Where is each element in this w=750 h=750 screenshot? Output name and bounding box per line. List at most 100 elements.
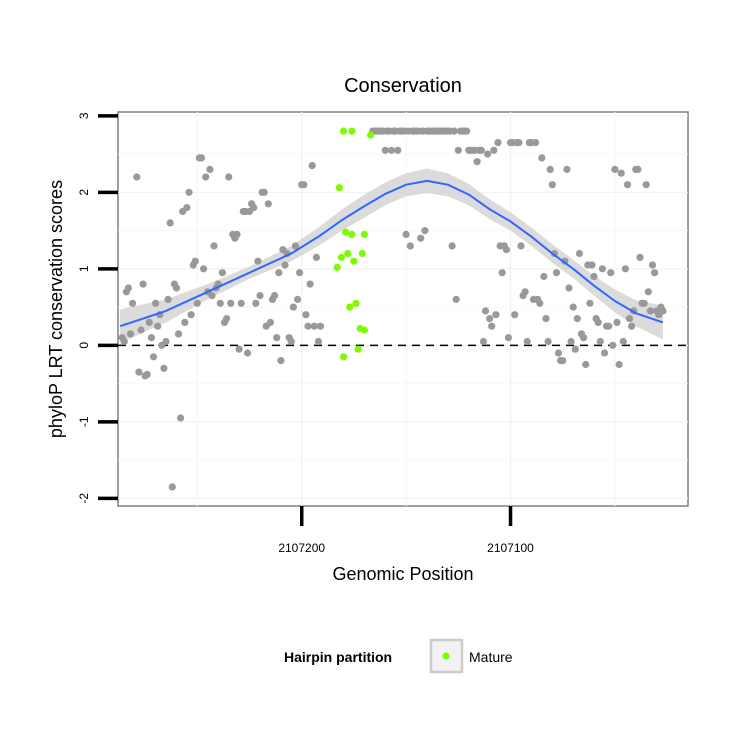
- mature-point: [337, 253, 345, 261]
- mature-point: [348, 230, 356, 238]
- gray-point: [181, 318, 189, 326]
- x-axis-title: Genomic Position: [332, 564, 473, 584]
- gray-point: [575, 249, 584, 258]
- gray-point: [314, 337, 322, 346]
- gray-point: [275, 269, 283, 277]
- gray-point: [129, 299, 137, 307]
- gray-point: [235, 345, 243, 353]
- gray-point: [448, 242, 456, 250]
- gray-point: [139, 280, 147, 288]
- gray-point: [308, 162, 316, 170]
- gray-point: [515, 139, 523, 147]
- gray-point: [174, 330, 183, 338]
- gray-point: [484, 150, 492, 158]
- gray-point: [143, 370, 151, 378]
- gray-point: [185, 188, 193, 196]
- gray-point: [154, 322, 162, 330]
- gray-point: [598, 265, 607, 273]
- gray-point: [492, 311, 500, 319]
- gray-point: [605, 322, 613, 330]
- chart-title: Conservation: [344, 75, 462, 97]
- gray-point: [133, 173, 141, 181]
- gray-point: [565, 284, 573, 292]
- gray-point: [538, 154, 546, 162]
- smooth-line: [119, 179, 664, 328]
- gray-point: [237, 299, 245, 307]
- gray-point: [296, 269, 304, 277]
- gray-point: [160, 364, 168, 372]
- gray-point: [546, 165, 554, 173]
- gray-point: [166, 219, 174, 227]
- gray-point: [600, 349, 609, 357]
- gray-point: [200, 265, 208, 273]
- gray-point: [452, 295, 460, 303]
- gray-point: [126, 330, 135, 338]
- x-tick-label: 2107100: [487, 541, 534, 555]
- gray-point: [523, 337, 531, 346]
- gray-point: [208, 292, 216, 300]
- gray-point: [177, 414, 185, 422]
- gray-point: [387, 146, 396, 154]
- gray-point: [406, 242, 414, 250]
- gray-point: [218, 269, 226, 277]
- gray-point: [302, 311, 310, 319]
- gray-point: [223, 315, 231, 323]
- mature-point: [342, 228, 350, 236]
- gray-point: [450, 127, 458, 135]
- legend-title: Hairpin partition: [284, 649, 392, 665]
- gray-point: [582, 360, 590, 369]
- gray-point: [271, 292, 279, 300]
- legend-key: [429, 638, 464, 674]
- gray-point: [609, 341, 617, 349]
- gray-point: [252, 299, 260, 307]
- gray-point: [642, 181, 650, 189]
- legend: Hairpin partition Mature: [284, 638, 513, 674]
- gray-point: [264, 200, 272, 208]
- gray-point: [312, 253, 320, 261]
- mature-point: [344, 249, 352, 258]
- gray-point: [120, 337, 128, 346]
- mature-point: [335, 184, 343, 192]
- gray-point: [289, 303, 297, 311]
- y-tick-label: 3: [77, 112, 91, 119]
- y-tick-label: 0: [77, 342, 91, 349]
- gray-point: [532, 139, 540, 147]
- gray-point: [504, 334, 512, 342]
- gray-point: [488, 322, 496, 330]
- gray-point: [580, 334, 588, 342]
- gray-point: [473, 158, 481, 166]
- mature-point: [367, 131, 375, 139]
- gray-point: [479, 337, 487, 346]
- gray-point: [316, 322, 325, 330]
- gray-point: [594, 318, 602, 326]
- gray-point: [536, 299, 544, 307]
- mature-point: [339, 353, 348, 361]
- gray-point: [243, 349, 252, 357]
- gray-point: [494, 139, 502, 147]
- gray-point: [124, 284, 132, 292]
- gray-point: [640, 299, 648, 307]
- mature-points: [333, 127, 375, 361]
- gray-point: [266, 318, 274, 326]
- gray-point: [147, 334, 155, 342]
- mature-point: [360, 230, 368, 238]
- legend-key-dot: [442, 652, 450, 660]
- gray-point: [646, 307, 655, 315]
- plot-panel: [117, 111, 689, 507]
- gray-point: [162, 337, 170, 346]
- gray-point: [206, 165, 214, 173]
- x-tick-label: 2107200: [278, 541, 325, 555]
- gray-point: [250, 204, 258, 212]
- mature-point: [346, 303, 354, 311]
- tick-labels: -2 -1 0 1 2 3 2107200 2107100: [77, 112, 534, 555]
- gray-point: [621, 265, 630, 273]
- mature-point: [350, 257, 358, 265]
- mature-point: [354, 345, 362, 353]
- mature-point: [348, 127, 356, 135]
- gray-point: [569, 303, 577, 311]
- gray-point: [137, 326, 145, 334]
- gray-point: [291, 242, 300, 250]
- gray-point: [233, 230, 241, 238]
- gray-point: [544, 337, 552, 346]
